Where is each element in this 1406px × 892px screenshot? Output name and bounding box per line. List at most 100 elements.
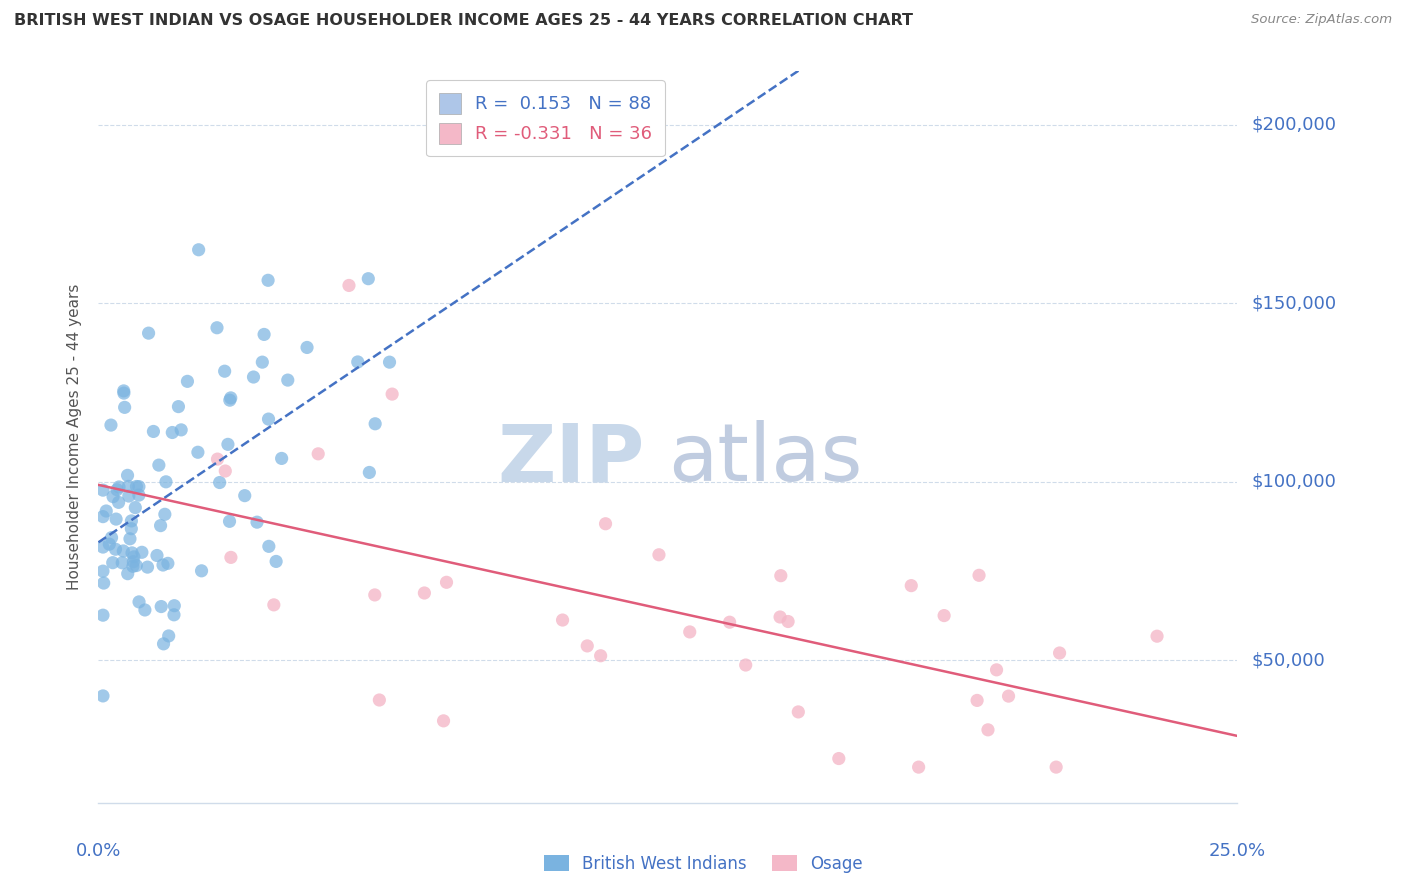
Point xyxy=(91,483,114,497)
Point xyxy=(150,599,173,614)
Point xyxy=(357,271,380,285)
Point xyxy=(104,542,127,557)
Point xyxy=(152,558,174,572)
Point xyxy=(142,425,165,439)
Point xyxy=(205,320,228,334)
Point xyxy=(105,512,128,526)
Point xyxy=(107,495,129,509)
Point xyxy=(96,504,118,518)
Text: 0.0%: 0.0% xyxy=(76,842,121,860)
Point xyxy=(977,723,1000,737)
Point xyxy=(787,705,810,719)
Point xyxy=(128,480,150,494)
Point xyxy=(125,558,148,573)
Point xyxy=(436,575,458,590)
Text: Source: ZipAtlas.com: Source: ZipAtlas.com xyxy=(1251,13,1392,27)
Point xyxy=(100,418,122,433)
Point xyxy=(253,327,276,342)
Point xyxy=(136,560,159,574)
Point xyxy=(105,483,128,497)
Text: 25.0%: 25.0% xyxy=(1209,842,1265,860)
Point xyxy=(120,522,142,536)
Point xyxy=(986,663,1008,677)
Point xyxy=(307,447,329,461)
Point xyxy=(163,599,186,613)
Point xyxy=(125,479,148,493)
Point xyxy=(218,514,240,528)
Point xyxy=(679,624,702,639)
Point xyxy=(1146,629,1168,643)
Point xyxy=(257,273,280,287)
Point xyxy=(124,500,146,515)
Point xyxy=(252,355,274,369)
Point xyxy=(155,475,177,489)
Point xyxy=(907,760,929,774)
Text: $100,000: $100,000 xyxy=(1251,473,1336,491)
Point xyxy=(346,355,368,369)
Text: ZIP: ZIP xyxy=(498,420,645,498)
Point xyxy=(337,278,360,293)
Point xyxy=(378,355,401,369)
Point xyxy=(122,559,145,574)
Point xyxy=(718,615,741,630)
Point xyxy=(263,598,285,612)
Point xyxy=(91,564,114,578)
Point xyxy=(128,595,150,609)
Point xyxy=(112,544,135,558)
Point xyxy=(112,384,135,398)
Point xyxy=(214,464,236,478)
Point xyxy=(101,556,124,570)
Point xyxy=(997,689,1019,703)
Point xyxy=(121,546,143,560)
Point xyxy=(778,615,800,629)
Point xyxy=(117,468,139,483)
Y-axis label: Householder Income Ages 25 - 44 years: Householder Income Ages 25 - 44 years xyxy=(67,284,83,591)
Point xyxy=(148,458,170,472)
Point xyxy=(162,425,184,440)
Point xyxy=(828,751,851,765)
Point xyxy=(122,549,145,564)
Point xyxy=(381,387,404,401)
Legend: British West Indians, Osage: British West Indians, Osage xyxy=(537,848,869,880)
Point xyxy=(117,479,139,493)
Point xyxy=(156,557,179,571)
Point xyxy=(576,639,599,653)
Point xyxy=(208,475,231,490)
Point xyxy=(1045,760,1067,774)
Point xyxy=(100,531,122,545)
Point xyxy=(432,714,454,728)
Point xyxy=(769,610,792,624)
Point xyxy=(364,588,387,602)
Point xyxy=(114,401,136,415)
Point xyxy=(117,566,139,581)
Point xyxy=(551,613,574,627)
Point xyxy=(176,375,198,389)
Point xyxy=(118,489,141,503)
Point xyxy=(157,629,180,643)
Point xyxy=(187,445,209,459)
Point xyxy=(589,648,612,663)
Point xyxy=(219,550,242,565)
Point xyxy=(413,586,436,600)
Point xyxy=(152,637,174,651)
Point xyxy=(91,608,114,623)
Point xyxy=(190,564,212,578)
Point xyxy=(98,537,121,551)
Point xyxy=(131,545,153,559)
Point xyxy=(246,515,269,529)
Text: BRITISH WEST INDIAN VS OSAGE HOUSEHOLDER INCOME AGES 25 - 44 YEARS CORRELATION C: BRITISH WEST INDIAN VS OSAGE HOUSEHOLDER… xyxy=(14,13,912,29)
Point xyxy=(146,549,169,563)
Point xyxy=(111,556,134,570)
Point xyxy=(128,488,150,502)
Point xyxy=(91,540,114,554)
Point xyxy=(122,555,145,569)
Point xyxy=(967,568,990,582)
Text: $200,000: $200,000 xyxy=(1251,116,1336,134)
Point xyxy=(93,576,115,591)
Point xyxy=(233,489,256,503)
Point xyxy=(359,466,381,480)
Point xyxy=(966,693,988,707)
Point xyxy=(101,490,124,504)
Point xyxy=(138,326,160,340)
Text: $50,000: $50,000 xyxy=(1251,651,1324,669)
